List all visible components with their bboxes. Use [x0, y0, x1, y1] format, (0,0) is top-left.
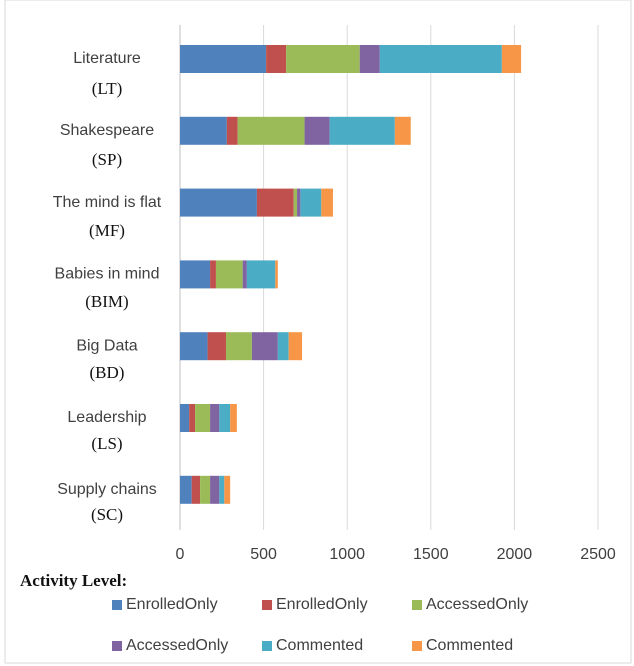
x-tick-label: 500 — [250, 546, 277, 563]
x-tick-label: 1500 — [413, 546, 449, 563]
bar-segment — [237, 116, 305, 145]
bar-segment — [266, 45, 287, 73]
x-tick-label: 2500 — [580, 546, 616, 563]
category-label: The mind is flat — [53, 194, 162, 211]
category-label: Supply chains — [57, 481, 157, 498]
bar-segment — [219, 475, 225, 504]
bar-segment — [251, 332, 278, 361]
bar-segment — [200, 475, 211, 504]
bar-segment — [180, 404, 190, 432]
bar-segment — [191, 475, 201, 504]
category-label: Babies in mind — [55, 266, 160, 283]
bar-segment — [246, 260, 276, 289]
bar-segment — [300, 188, 322, 217]
bar-segment — [180, 116, 227, 145]
bar-segment — [215, 260, 243, 289]
bar-segment — [275, 260, 278, 289]
category-code: (LS) — [91, 434, 122, 453]
bar-segment — [180, 260, 211, 289]
category-code: (SP) — [92, 150, 122, 169]
bar-segment — [225, 332, 252, 361]
legend-swatch — [262, 600, 272, 610]
bar-segment — [293, 188, 298, 217]
bar-segment — [180, 332, 208, 361]
category-code: (BIM) — [85, 292, 128, 311]
bar-segment — [210, 404, 220, 432]
bar-segment — [180, 475, 192, 504]
legend-swatch — [412, 600, 422, 610]
category-label: Shakespeare — [60, 122, 154, 139]
bar-segment — [226, 116, 238, 145]
category-code: (LT) — [92, 79, 123, 98]
legend-swatch — [412, 641, 422, 651]
legend-label: AccessedOnly — [126, 637, 228, 654]
legend-swatch — [112, 641, 122, 651]
bar-segment — [210, 475, 220, 504]
category-label: Leadership — [67, 409, 146, 426]
bar-segment — [189, 404, 196, 432]
category-code: (SC) — [91, 505, 123, 524]
category-label: Big Data — [76, 337, 137, 354]
bar-segment — [219, 404, 231, 432]
bar-segment — [230, 404, 237, 432]
legend-label: Commented — [426, 637, 513, 654]
legend-label: EnrolledOnly — [126, 596, 218, 613]
x-tick-label: 0 — [176, 546, 185, 563]
legend-label: AccessedOnly — [426, 596, 528, 613]
x-tick-label: 1000 — [329, 546, 365, 563]
bar-segment — [288, 332, 303, 361]
bar-segment — [180, 45, 267, 73]
x-tick-label: 2000 — [497, 546, 533, 563]
bar-segment — [207, 332, 226, 361]
bar-segment — [180, 188, 257, 217]
category-code: (BD) — [90, 363, 125, 382]
bar-segment — [195, 404, 211, 432]
bar-segment — [304, 116, 330, 145]
bar-segment — [297, 188, 301, 217]
bar-segment — [210, 260, 216, 289]
bar-segment — [286, 45, 360, 73]
bar-segment — [277, 332, 289, 361]
chart-border — [4, 0, 632, 664]
legend-swatch — [262, 641, 272, 651]
bar-segment — [394, 116, 411, 145]
category-code: (MF) — [89, 221, 125, 240]
bar-segment — [379, 45, 502, 73]
bar-segment — [242, 260, 247, 289]
legend-swatch — [112, 600, 122, 610]
legend-title: Activity Level: — [20, 571, 127, 590]
category-label: Literature — [73, 50, 141, 67]
legend-label: EnrolledOnly — [276, 596, 368, 613]
legend-label: Commented — [276, 637, 363, 654]
bar-segment — [359, 45, 380, 73]
bar-segment — [501, 45, 522, 73]
bar-segment — [321, 188, 333, 217]
bar-segment — [224, 475, 231, 504]
bar-segment — [329, 116, 395, 145]
bar-segment — [256, 188, 294, 217]
